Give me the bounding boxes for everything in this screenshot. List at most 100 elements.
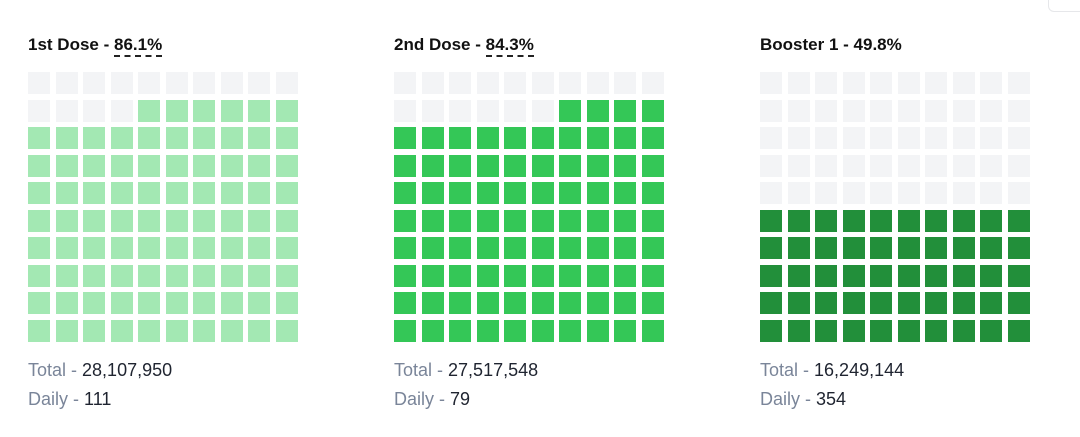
waffle-cell <box>586 264 609 287</box>
waffle-cell <box>1007 292 1030 314</box>
waffle-cell <box>476 292 499 314</box>
waffle-cell <box>897 237 920 259</box>
waffle-cell <box>449 264 471 287</box>
dose-percentage[interactable]: 84.3% <box>485 35 534 57</box>
waffle-cell <box>476 154 499 177</box>
waffle-cell <box>55 237 78 259</box>
waffle-cell <box>83 237 105 259</box>
waffle-cell <box>952 237 975 259</box>
panel-title: Booster 1 - 49.8% <box>760 35 902 54</box>
daily-stat: Daily - 354 <box>760 389 847 409</box>
daily-value: 79 <box>450 389 471 409</box>
waffle-cell <box>476 99 499 122</box>
waffle-cell <box>504 72 526 94</box>
waffle-cell <box>614 209 636 232</box>
waffle-cell <box>138 72 160 94</box>
waffle-cell <box>394 209 416 232</box>
waffle-cell <box>138 319 160 342</box>
dose-percentage[interactable]: 86.1% <box>113 35 163 57</box>
waffle-cell <box>980 319 1002 342</box>
waffle-cell <box>980 127 1002 149</box>
waffle-cell <box>394 99 416 122</box>
waffle-cell <box>83 264 105 287</box>
daily-stat: Daily - 111 <box>28 389 112 409</box>
waffle-cell <box>193 154 215 177</box>
waffle-cell <box>193 264 215 287</box>
waffle-cell <box>220 319 243 342</box>
waffle-cell <box>421 127 444 149</box>
waffle-cell <box>559 127 581 149</box>
waffle-cell <box>897 127 920 149</box>
panel-title: 2nd Dose - 84.3% <box>394 34 666 57</box>
waffle-cell <box>449 72 471 94</box>
waffle-cell <box>449 127 471 149</box>
waffle-cell <box>275 127 298 149</box>
waffle-cell <box>952 264 975 287</box>
waffle-cell <box>952 182 975 204</box>
waffle-cell <box>980 264 1002 287</box>
waffle-cell <box>980 209 1002 232</box>
waffle-cell <box>449 99 471 122</box>
waffle-cell <box>83 72 105 94</box>
waffle-cell <box>55 72 78 94</box>
waffle-panel-booster-1: Booster 1 - 49.8% Total - 16,249,144 Dai… <box>760 34 1032 409</box>
waffle-cell <box>248 127 270 149</box>
waffle-cell <box>504 319 526 342</box>
waffle-cell <box>559 154 581 177</box>
waffle-cell <box>275 182 298 204</box>
daily-value: 354 <box>816 389 847 409</box>
waffle-cell <box>476 264 499 287</box>
waffle-cell <box>760 264 782 287</box>
waffle-cell <box>815 99 837 122</box>
waffle-cell <box>220 182 243 204</box>
waffle-cell <box>614 237 636 259</box>
waffle-cell <box>165 127 188 149</box>
daily-label: Daily <box>28 389 69 409</box>
waffle-cell <box>275 237 298 259</box>
waffle-cell <box>531 264 554 287</box>
waffle-cell <box>980 99 1002 122</box>
waffle-cell <box>586 292 609 314</box>
waffle-cell <box>787 127 810 149</box>
waffle-cell <box>760 154 782 177</box>
waffle-cell <box>449 319 471 342</box>
panel-title: 1st Dose - 86.1% <box>28 34 300 57</box>
waffle-cell <box>1007 154 1030 177</box>
waffle-cell <box>815 154 837 177</box>
waffle-cell <box>980 292 1002 314</box>
waffle-cell <box>952 99 975 122</box>
total-stat: Total - 27,517,548 <box>394 360 539 380</box>
waffle-cell <box>641 127 664 149</box>
waffle-cell <box>842 182 865 204</box>
waffle-cell <box>248 72 270 94</box>
waffle-cell <box>787 264 810 287</box>
waffle-cell <box>110 209 133 232</box>
waffle-cell <box>787 72 810 94</box>
waffle-cell <box>83 182 105 204</box>
waffle-cell <box>110 127 133 149</box>
waffle-cell <box>55 154 78 177</box>
waffle-cell <box>531 99 554 122</box>
waffle-cell <box>641 292 664 314</box>
waffle-cell <box>842 264 865 287</box>
waffle-cell <box>220 99 243 122</box>
total-value: 16,249,144 <box>814 360 905 380</box>
waffle-cell <box>614 127 636 149</box>
waffle-cell <box>842 209 865 232</box>
waffle-cell <box>394 127 416 149</box>
waffle-cell <box>925 99 947 122</box>
waffle-cell <box>641 264 664 287</box>
waffle-cell <box>531 237 554 259</box>
waffle-cell <box>165 237 188 259</box>
waffle-cell <box>760 127 782 149</box>
waffle-cell <box>787 182 810 204</box>
total-stat: Total - 16,249,144 <box>760 360 905 380</box>
daily-value: 111 <box>84 389 112 409</box>
waffle-cell <box>559 72 581 94</box>
waffle-cell <box>531 292 554 314</box>
waffle-cell <box>641 209 664 232</box>
waffle-cell <box>925 319 947 342</box>
waffle-cell <box>394 72 416 94</box>
waffle-cell <box>842 292 865 314</box>
waffle-cell <box>897 319 920 342</box>
